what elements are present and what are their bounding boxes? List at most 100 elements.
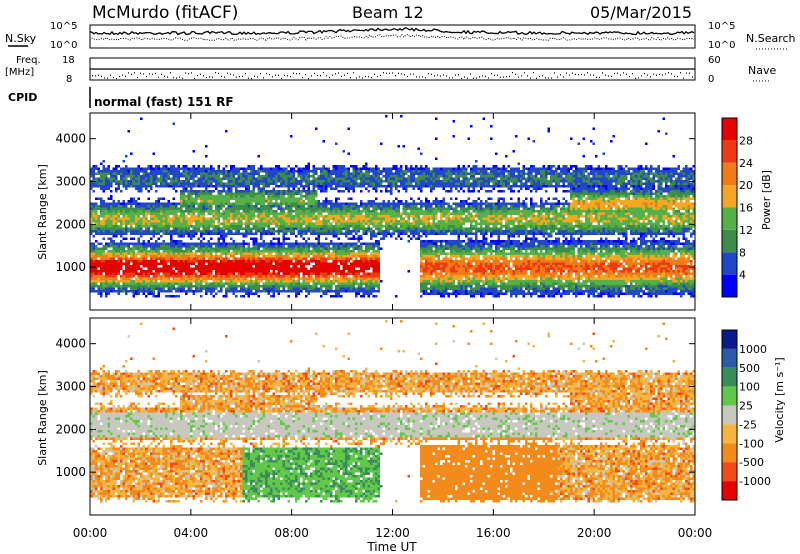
- power-cell: [357, 225, 360, 228]
- power-cell: [305, 210, 308, 213]
- power-cell: [335, 295, 338, 298]
- power-cell: [285, 272, 288, 275]
- power-cell: [187, 265, 190, 268]
- power-cell: [217, 280, 220, 283]
- power-cell: [160, 210, 163, 213]
- power-cell: [330, 172, 333, 175]
- power-cell: [195, 287, 198, 290]
- power-cell: [237, 182, 240, 185]
- power-cell: [240, 195, 243, 198]
- power-cell: [292, 170, 295, 173]
- power-cell: [285, 275, 288, 278]
- power-cell: [147, 230, 150, 233]
- power-cell: [120, 177, 123, 180]
- power-cell: [227, 257, 230, 260]
- power-cell: [287, 202, 290, 205]
- power-cell: [130, 250, 133, 253]
- power-cell: [127, 262, 130, 265]
- power-cell: [185, 215, 188, 218]
- power-cell: [312, 177, 315, 180]
- power-cell: [150, 260, 153, 263]
- power-cell: [122, 210, 125, 213]
- power-cell: [137, 265, 140, 268]
- power-cell: [235, 172, 238, 175]
- power-cell: [230, 267, 233, 270]
- power-cell: [177, 220, 180, 223]
- power-cell: [250, 195, 253, 198]
- power-cell: [100, 227, 103, 230]
- power-cell: [270, 177, 273, 180]
- power-cell: [265, 190, 268, 193]
- power-cell: [152, 225, 155, 228]
- power-cell: [340, 257, 343, 260]
- power-cell: [145, 272, 148, 275]
- power-cell: [167, 277, 170, 280]
- nave-mark: [536, 77, 537, 79]
- power-cell: [165, 290, 168, 293]
- power-cell: [125, 287, 128, 290]
- nave-mark: [98, 74, 99, 76]
- power-cell: [117, 227, 120, 230]
- power-cell: [127, 172, 130, 175]
- nsky-tick-top: 10^5: [50, 21, 77, 32]
- power-cell: [295, 165, 298, 168]
- power-cell: [252, 267, 255, 270]
- power-cell: [92, 280, 95, 283]
- power-cell: [240, 290, 243, 293]
- power-cell: [190, 217, 193, 220]
- power-cell: [262, 185, 265, 188]
- power-cell: [155, 245, 158, 248]
- nave-mark: [686, 72, 687, 74]
- power-cell: [345, 220, 348, 223]
- power-cell: [175, 185, 178, 188]
- power-cell: [210, 242, 213, 245]
- power-cell: [117, 255, 120, 258]
- power-cell: [360, 210, 363, 213]
- power-cell: [205, 202, 208, 205]
- power-cell: [212, 230, 215, 233]
- power-cell: [255, 252, 258, 255]
- power-cell: [90, 287, 93, 290]
- power-cell: [362, 270, 365, 273]
- power-cell: [277, 230, 280, 233]
- power-cell: [262, 175, 265, 178]
- power-cell: [105, 205, 108, 208]
- power-cell: [195, 255, 198, 258]
- power-cell: [355, 257, 358, 260]
- nave-mark: [662, 74, 663, 76]
- power-cell: [342, 205, 345, 208]
- power-cell: [257, 287, 260, 290]
- power-cell: [175, 280, 178, 283]
- power-cell: [350, 187, 353, 190]
- power-cell: [345, 275, 348, 278]
- power-cell: [297, 267, 300, 270]
- power-cell: [187, 190, 190, 193]
- power-cell: [157, 205, 160, 208]
- power-cell: [162, 285, 165, 288]
- power-cell: [312, 247, 315, 250]
- power-cell: [287, 227, 290, 230]
- power-cell: [295, 295, 298, 298]
- power-cell: [312, 260, 315, 263]
- power-cell: [330, 295, 333, 298]
- power-cell: [207, 177, 210, 180]
- power-cell: [142, 180, 145, 183]
- power-cell: [105, 290, 108, 293]
- power-cell: [357, 252, 360, 255]
- nave-mark: [278, 74, 279, 76]
- power-cell: [200, 210, 203, 213]
- power-cell: [302, 245, 305, 248]
- power-cell: [285, 255, 288, 258]
- power-cell: [315, 237, 318, 240]
- power-cell: [270, 202, 273, 205]
- power-cell: [205, 252, 208, 255]
- power-cell: [345, 252, 348, 255]
- power-cell: [257, 215, 260, 218]
- power-cell: [352, 247, 355, 250]
- power-cell: [165, 270, 168, 273]
- power-cell: [257, 172, 260, 175]
- power-cell: [277, 170, 280, 173]
- power-cell: [230, 205, 233, 208]
- power-cell: [150, 272, 153, 275]
- power-cell: [182, 172, 185, 175]
